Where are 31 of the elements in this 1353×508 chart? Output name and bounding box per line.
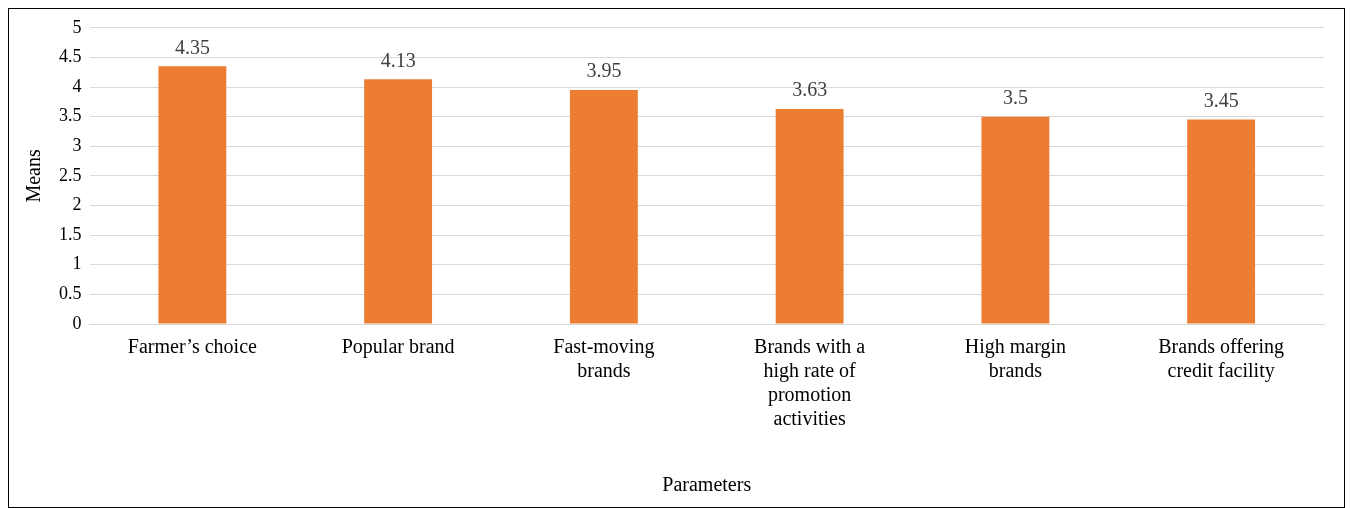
x-tick-label: Farmer’s choice (127, 335, 258, 358)
data-label: 3.63 (792, 78, 828, 101)
y-axis-title: Means (22, 149, 45, 203)
x-tick-label: High margin brands (964, 335, 1067, 382)
data-label: 3.5 (1002, 85, 1028, 108)
y-tick-label: 3.5 (59, 105, 82, 126)
y-tick-label: 0 (72, 312, 82, 333)
x-tick-label: Brands with a high rate of promotion activities (754, 335, 866, 430)
data-label: 3.45 (1203, 88, 1239, 111)
x-tick-label: Brands offering credit facility (1158, 335, 1284, 383)
y-tick-label: 2 (72, 194, 82, 215)
data-label: 4.13 (380, 48, 416, 71)
bar (158, 66, 227, 324)
bar (364, 79, 433, 324)
y-tick-label: 1 (72, 253, 82, 274)
y-tick-label: 5 (72, 16, 82, 37)
y-tick-label: 1.5 (59, 223, 82, 244)
bar (1187, 119, 1256, 324)
x-tick-label: Fast-moving brands (553, 335, 655, 382)
x-axis-title: Parameters (662, 473, 752, 496)
bar (775, 108, 844, 324)
y-tick-label: 3 (72, 135, 82, 156)
y-tick-label: 4.5 (59, 46, 82, 67)
y-tick-label: 2.5 (59, 164, 82, 185)
bar (981, 116, 1050, 324)
y-tick-label: 0.5 (59, 283, 82, 304)
data-label: 3.95 (586, 59, 622, 82)
x-tick-label: Popular brand (341, 335, 455, 359)
bar (569, 90, 638, 324)
y-tick-label: 4 (72, 75, 82, 96)
data-label: 4.35 (174, 35, 210, 58)
